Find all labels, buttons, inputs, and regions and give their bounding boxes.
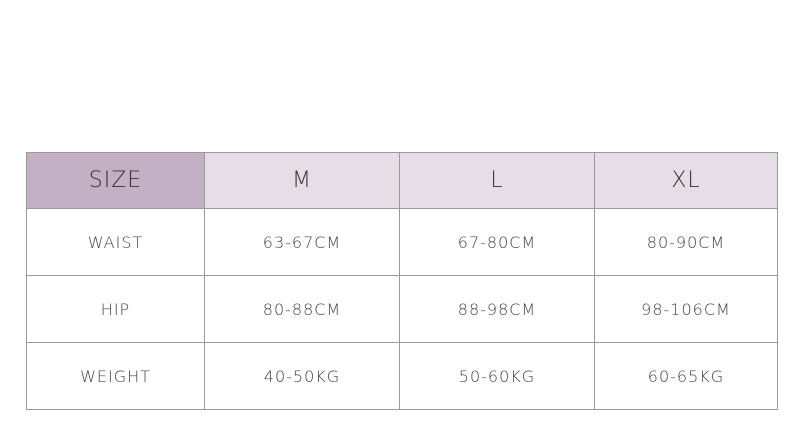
cell: 63-67CM bbox=[204, 208, 400, 276]
cell: 67-80CM bbox=[399, 208, 595, 276]
body-row: WEIGHT 40-50KG 50-60KG 60-65KG bbox=[26, 342, 778, 410]
cell: 50-60KG bbox=[399, 342, 595, 410]
cell: 80-88CM bbox=[204, 275, 400, 343]
header-cell: XL bbox=[594, 152, 778, 209]
header-cell: L bbox=[399, 152, 595, 209]
cell: 60-65KG bbox=[594, 342, 778, 410]
size-table: SIZE M L XL WAIST 63-67CM 67-80CM 80-90CM HIP 80-… bbox=[26, 152, 778, 410]
header-cell: M bbox=[204, 152, 400, 209]
header-cell: SIZE bbox=[26, 152, 205, 209]
row-label: WEIGHT bbox=[26, 342, 205, 410]
header-row: SIZE M L XL bbox=[26, 152, 778, 209]
body-row: HIP 80-88CM 88-98CM 98-106CM bbox=[26, 275, 778, 343]
cell: 98-106CM bbox=[594, 275, 778, 343]
cell: 88-98CM bbox=[399, 275, 595, 343]
cell: 40-50KG bbox=[204, 342, 400, 410]
body-row: WAIST 63-67CM 67-80CM 80-90CM bbox=[26, 208, 778, 276]
cell: 80-90CM bbox=[594, 208, 778, 276]
row-label: WAIST bbox=[26, 208, 205, 276]
row-label: HIP bbox=[26, 275, 205, 343]
